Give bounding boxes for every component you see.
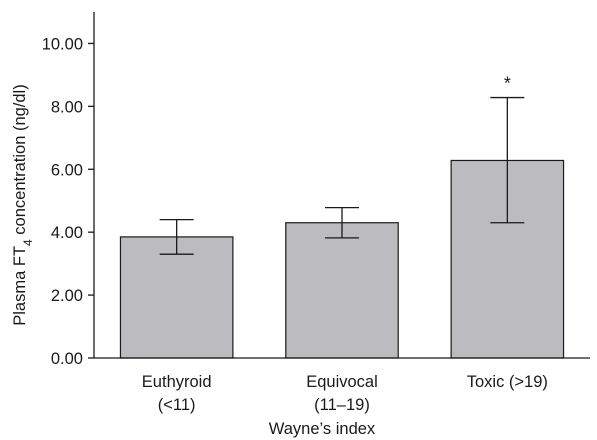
y-tick-label: 10.00	[42, 35, 83, 53]
y-tick-label: 2.00	[51, 287, 83, 305]
bar	[285, 222, 399, 359]
y-tick-label: 4.00	[51, 224, 83, 242]
y-axis-label-main: Plasma FT	[11, 246, 29, 326]
x-tick-label: Euthyroid	[142, 373, 212, 391]
y-tick-label: 6.00	[51, 161, 83, 179]
y-axis-label: Plasma FT4 concentration (ng/dl)	[11, 84, 35, 325]
y-tick-label: 0.00	[51, 350, 83, 368]
x-tick-label: Equivocal	[306, 373, 378, 391]
x-tick-label: (<11)	[158, 396, 196, 414]
y-axis-label-unit: concentration (ng/dl)	[11, 84, 29, 239]
significance-marker: *	[504, 74, 511, 94]
y-tick-label: 8.00	[51, 98, 83, 116]
x-axis: Euthyroid (<11) Equivocal (11–19) Toxic (>19…	[94, 357, 590, 414]
x-tick-label: Toxic (>19)	[467, 373, 548, 391]
x-axis-label: Wayne’s index	[269, 420, 376, 438]
y-axis-label-subscript: 4	[21, 239, 35, 246]
y-axis: 0.00 2.00 4.00 6.00 8.00 10.00	[42, 12, 95, 368]
x-tick-label: (11–19)	[314, 396, 370, 414]
bar	[119, 236, 234, 359]
bar-group: *	[119, 74, 565, 359]
